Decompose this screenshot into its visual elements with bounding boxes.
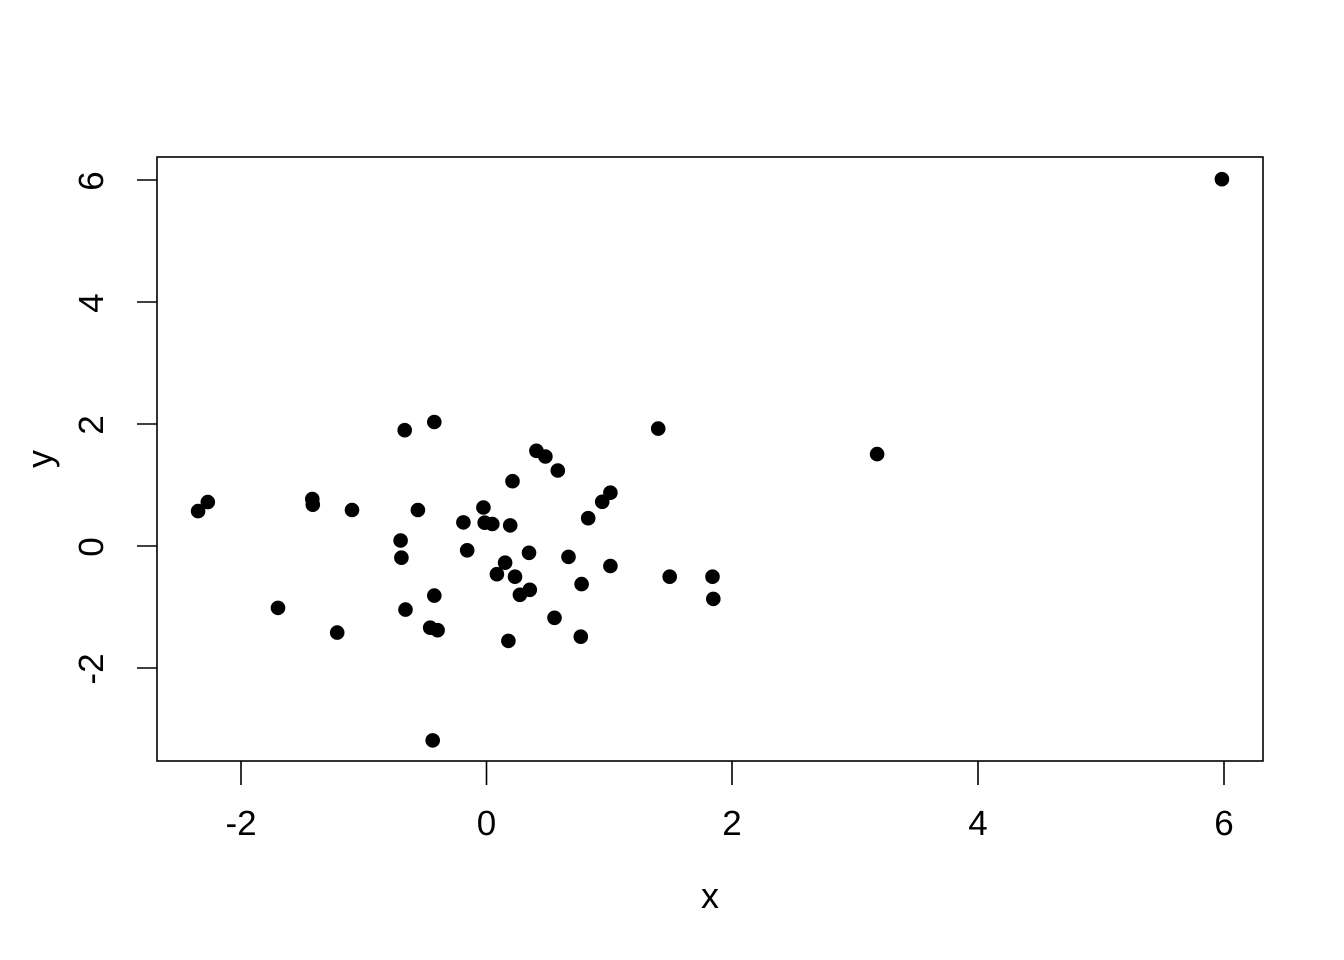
svg-text:6: 6 — [72, 171, 111, 190]
svg-text:x: x — [701, 875, 719, 916]
svg-text:2: 2 — [722, 804, 741, 843]
svg-text:y: y — [19, 450, 60, 468]
svg-text:2: 2 — [72, 415, 111, 434]
svg-text:0: 0 — [72, 537, 111, 556]
svg-text:6: 6 — [1214, 804, 1233, 843]
svg-text:0: 0 — [477, 804, 496, 843]
svg-text:-2: -2 — [72, 653, 111, 684]
svg-text:4: 4 — [968, 804, 987, 843]
svg-text:-2: -2 — [225, 804, 256, 843]
svg-text:4: 4 — [72, 293, 111, 312]
